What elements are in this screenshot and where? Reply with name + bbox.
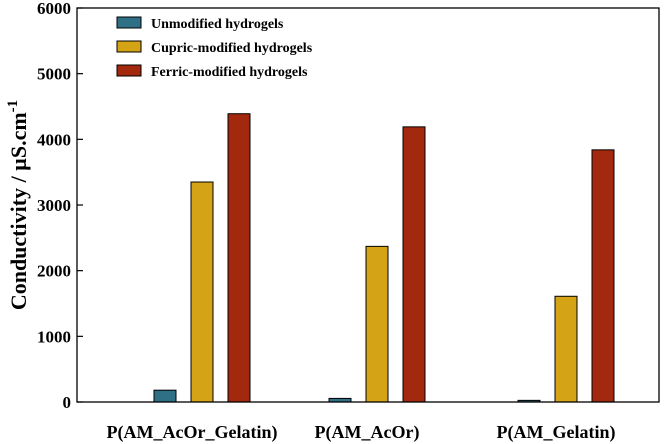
bar [402,126,426,403]
x-category-label: P(AM_Gelatin) [497,422,616,443]
y-tick-label: 3000 [37,196,71,215]
y-tick-label: 6000 [37,0,71,18]
legend-label: Unmodified hydrogels [151,17,284,32]
y-axis: 0 1000 2000 3000 4000 5000 6000 [37,0,83,412]
bar [190,181,214,403]
x-axis: P(AM_AcOr_Gelatin) P(AM_AcOr) P(AM_Gelatin… [107,422,616,443]
bars-group [153,113,615,403]
y-tick-label: 2000 [37,262,71,281]
bar [153,389,177,403]
y-axis-title: Conductivity / µS.cm-1 [5,100,31,310]
legend-label: Cupric-modified hydrogels [151,41,313,56]
y-tick-label: 0 [63,393,72,412]
legend-swatch [116,16,142,29]
x-category-label: P(AM_AcOr_Gelatin) [107,422,278,443]
bar [591,149,615,403]
bar [554,295,578,403]
x-category-label: P(AM_AcOr) [315,422,420,443]
bar [227,113,251,403]
y-tick-label: 5000 [37,65,71,84]
legend-label: Ferric-modified hydrogels [151,65,308,80]
y-tick-label: 4000 [37,130,71,149]
legend: Unmodified hydrogels Cupric-modified hydr… [116,16,313,80]
bar [365,245,389,403]
legend-swatch [116,64,142,77]
legend-swatch [116,40,142,53]
y-tick-label: 1000 [37,327,71,346]
